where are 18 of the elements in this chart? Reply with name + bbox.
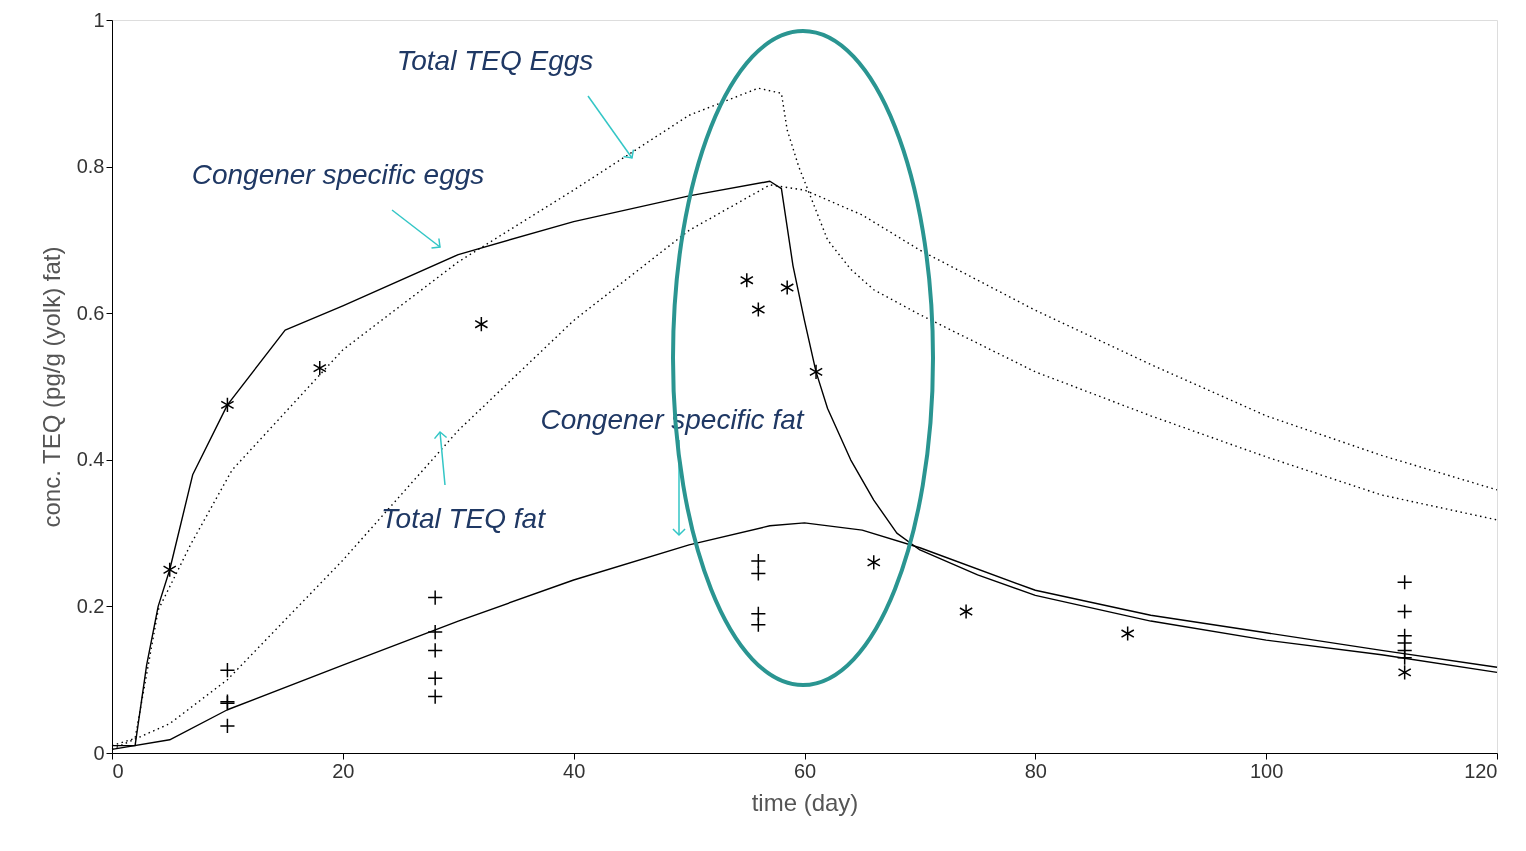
annotation: Congener specific eggs	[191, 159, 485, 190]
x-tick-label: 40	[563, 759, 586, 782]
x-tick-label: 80	[1024, 759, 1047, 782]
y-tick-label: 0.4	[76, 448, 105, 471]
x-tick-label: 20	[332, 759, 355, 782]
y-tick-label: 0.8	[76, 155, 105, 178]
annotation: Total TEQ Eggs	[396, 45, 594, 76]
x-axis-title: time (day)	[751, 788, 859, 816]
y-tick-label: 1	[93, 8, 105, 31]
y-axis-title: conc. TEQ (pg/g (yolk) fat)	[37, 246, 65, 528]
x-tick-label: 100	[1249, 759, 1284, 782]
x-tick-label: 120	[1464, 759, 1498, 782]
y-tick-label: 0.2	[76, 594, 105, 617]
y-tick-label: 0.6	[76, 301, 105, 324]
x-tick-label: 60	[793, 759, 817, 782]
annotation: Total TEQ fat	[381, 503, 547, 534]
y-tick-label: 0	[93, 741, 105, 764]
x-tick-label: 0	[112, 759, 124, 782]
